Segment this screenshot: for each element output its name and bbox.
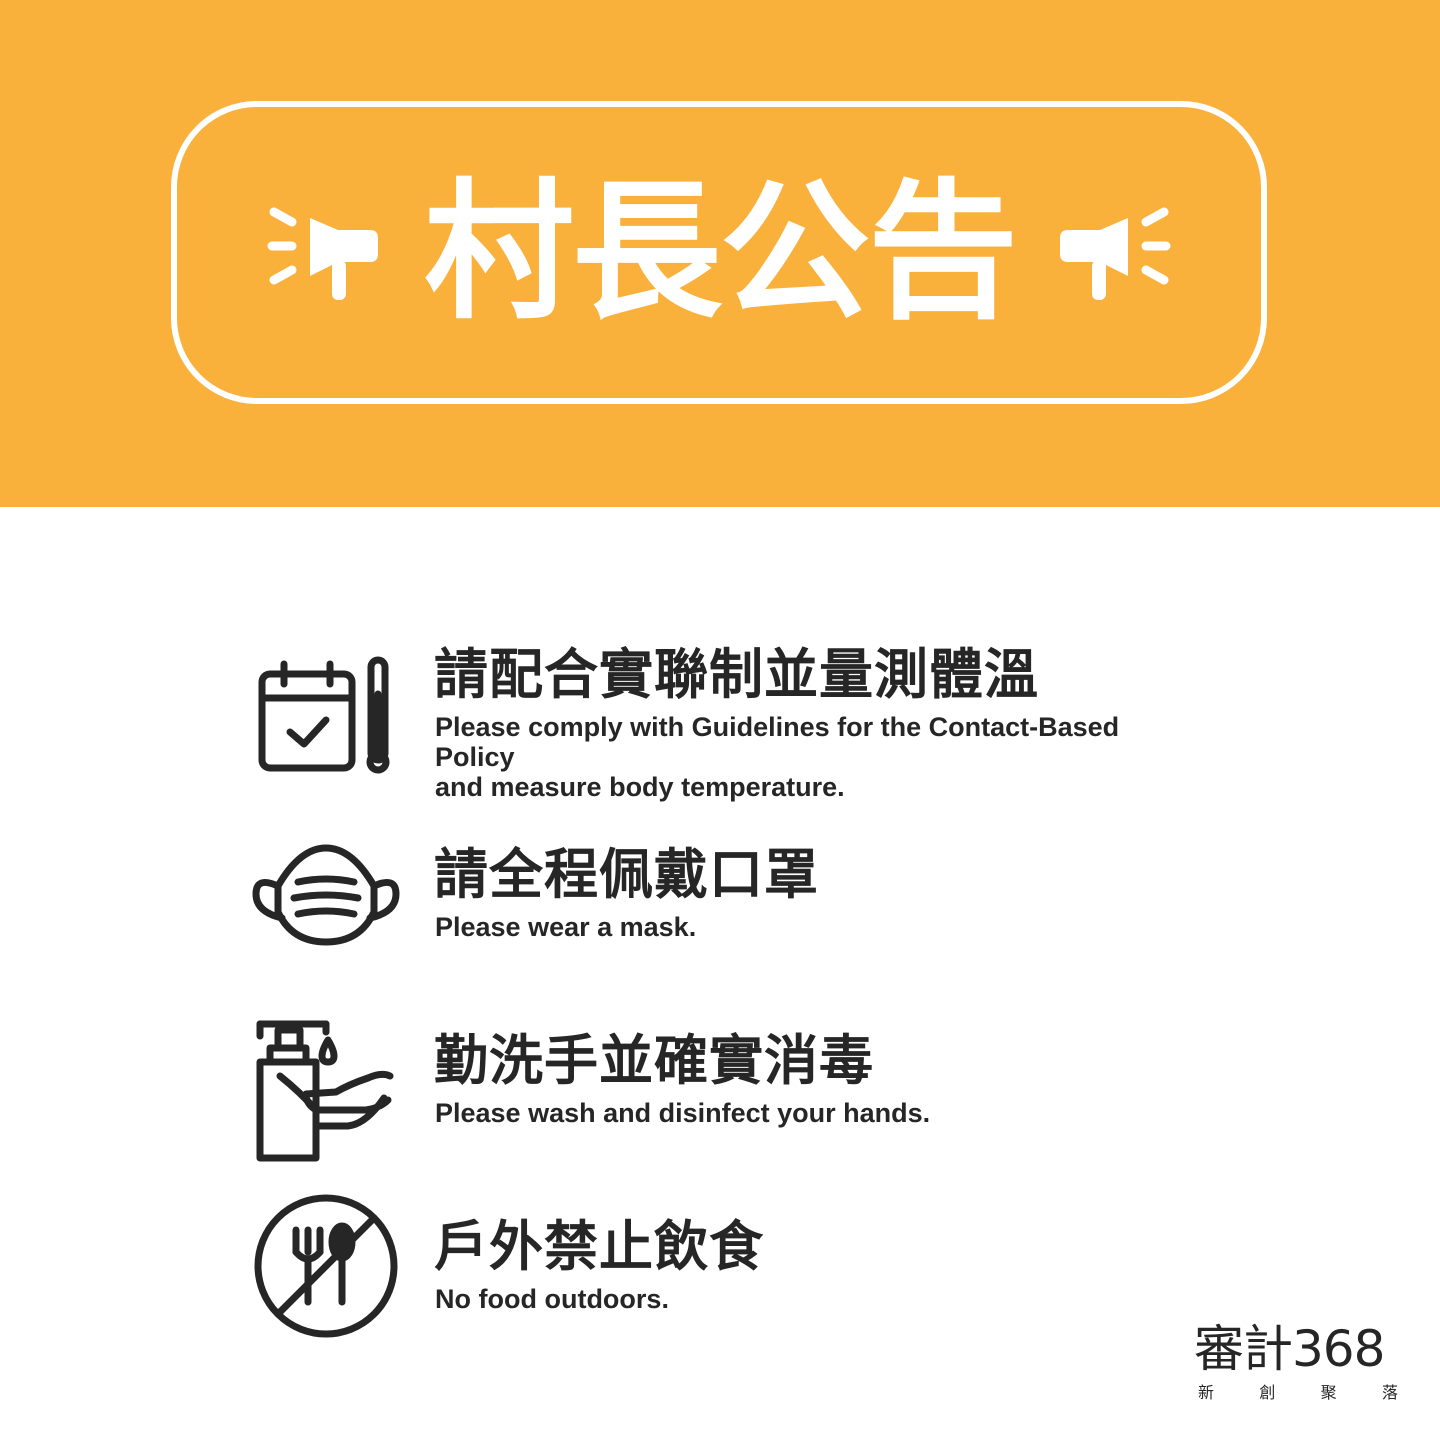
notice-title: 戶外禁止飲食: [434, 1215, 764, 1278]
logo-subtitle: 新 創 聚 落: [1198, 1382, 1398, 1404]
logo-sub-char: 落: [1381, 1383, 1398, 1402]
notice-title: 請全程佩戴口罩: [434, 843, 819, 906]
logo-sub-char: 新: [1198, 1383, 1215, 1402]
notice-subtitle: No food outdoors.: [435, 1284, 669, 1314]
megaphone-icon: [1056, 196, 1172, 306]
calendar-thermometer-icon: [250, 654, 402, 806]
notice-subtitle: Please comply with Guidelines for the Co…: [435, 712, 1120, 802]
notice-title: 請配合實聯制並量測體溫: [434, 643, 1039, 706]
no-food-icon: [250, 1190, 402, 1342]
hand-sanitizer-icon: [250, 1014, 402, 1166]
notice-title: 勤洗手並確實消毒: [434, 1029, 874, 1092]
brand-logo: 審計368 新 創 聚 落: [1194, 1318, 1410, 1410]
notice-subtitle: Please wash and disinfect your hands.: [435, 1098, 931, 1128]
title-frame: [171, 101, 1267, 404]
face-mask-icon: [250, 838, 402, 990]
page-title: 村長公告: [423, 166, 1018, 340]
logo-sub-char: 聚: [1320, 1383, 1337, 1402]
logo-sub-char: 創: [1259, 1383, 1276, 1402]
megaphone-icon: [266, 196, 382, 306]
notice-subtitle: Please wear a mask.: [435, 912, 697, 942]
logo-main-text: 審計368: [1194, 1320, 1385, 1378]
header-banner: 村長公告: [0, 0, 1440, 507]
